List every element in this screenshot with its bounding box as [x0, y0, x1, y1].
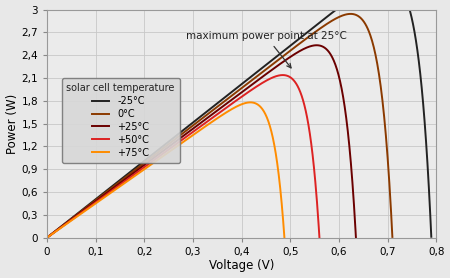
0°C	[306, 35, 312, 38]
+75°C	[59, 226, 64, 229]
+50°C	[218, 110, 223, 113]
+25°C	[224, 102, 229, 105]
-25°C	[428, 235, 434, 239]
-25°C	[336, 6, 341, 9]
+50°C	[44, 236, 50, 239]
+75°C	[189, 135, 194, 138]
0°C	[245, 82, 250, 85]
0°C	[254, 75, 259, 78]
+75°C	[44, 236, 50, 239]
+25°C	[314, 44, 319, 47]
0°C	[264, 67, 270, 70]
+50°C	[61, 224, 67, 227]
-25°C	[267, 60, 273, 63]
+25°C	[353, 235, 359, 239]
Line: 0°C: 0°C	[47, 14, 392, 238]
0°C	[65, 220, 71, 223]
+75°C	[182, 139, 188, 142]
-25°C	[68, 217, 73, 221]
+50°C	[317, 235, 322, 239]
X-axis label: Voltage (V): Voltage (V)	[209, 259, 274, 272]
+75°C	[225, 110, 230, 114]
Legend: -25°C, 0°C, +25°C, +50°C, +75°C: -25°C, 0°C, +25°C, +50°C, +75°C	[62, 78, 180, 163]
+75°C	[282, 236, 287, 239]
+50°C	[210, 116, 215, 120]
0°C	[348, 12, 353, 16]
Line: +75°C: +75°C	[47, 102, 284, 238]
+25°C	[63, 222, 69, 225]
+75°C	[249, 101, 254, 104]
+25°C	[232, 96, 237, 99]
+25°C	[44, 236, 50, 239]
+75°C	[195, 130, 201, 133]
+75°C	[248, 101, 253, 104]
0°C	[44, 236, 50, 239]
+25°C	[279, 61, 284, 65]
Line: -25°C: -25°C	[47, 0, 431, 238]
Y-axis label: Power (W): Power (W)	[5, 93, 18, 154]
+50°C	[280, 73, 286, 77]
Text: maximum power point at 25°C: maximum power point at 25°C	[186, 31, 346, 68]
-25°C	[289, 43, 294, 46]
+25°C	[241, 89, 247, 92]
-25°C	[278, 52, 283, 55]
Line: +50°C: +50°C	[47, 75, 320, 238]
+50°C	[251, 87, 256, 90]
+50°C	[279, 73, 284, 77]
-25°C	[44, 236, 50, 239]
+50°C	[202, 121, 208, 125]
0°C	[342, 13, 347, 17]
+25°C	[310, 44, 316, 47]
Line: +25°C: +25°C	[47, 45, 356, 238]
0°C	[390, 235, 395, 239]
